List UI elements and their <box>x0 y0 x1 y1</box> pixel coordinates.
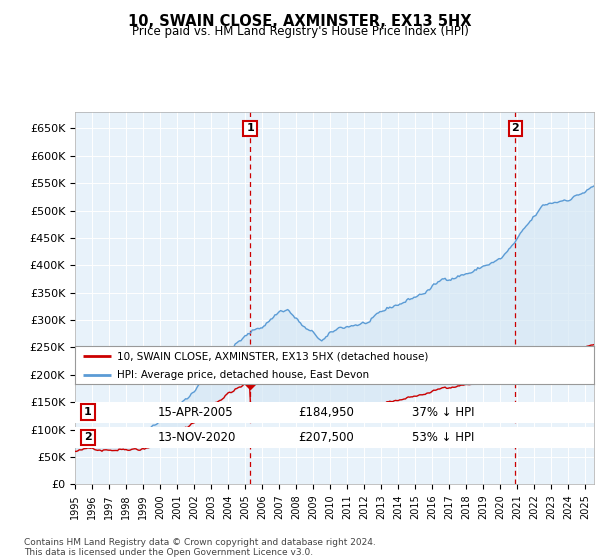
Text: 1: 1 <box>246 123 254 133</box>
Text: 53% ↓ HPI: 53% ↓ HPI <box>412 431 475 444</box>
Text: 1: 1 <box>84 407 92 417</box>
Text: £207,500: £207,500 <box>298 431 354 444</box>
Text: Price paid vs. HM Land Registry's House Price Index (HPI): Price paid vs. HM Land Registry's House … <box>131 25 469 38</box>
Text: HPI: Average price, detached house, East Devon: HPI: Average price, detached house, East… <box>116 370 368 380</box>
Text: 15-APR-2005: 15-APR-2005 <box>158 405 233 419</box>
Text: 37% ↓ HPI: 37% ↓ HPI <box>412 405 475 419</box>
Text: £184,950: £184,950 <box>298 405 354 419</box>
Text: 2: 2 <box>511 123 519 133</box>
Text: 2: 2 <box>84 432 92 442</box>
Text: Contains HM Land Registry data © Crown copyright and database right 2024.
This d: Contains HM Land Registry data © Crown c… <box>24 538 376 557</box>
Text: 10, SWAIN CLOSE, AXMINSTER, EX13 5HX (detached house): 10, SWAIN CLOSE, AXMINSTER, EX13 5HX (de… <box>116 351 428 361</box>
Text: 10, SWAIN CLOSE, AXMINSTER, EX13 5HX: 10, SWAIN CLOSE, AXMINSTER, EX13 5HX <box>128 14 472 29</box>
Text: 13-NOV-2020: 13-NOV-2020 <box>158 431 236 444</box>
